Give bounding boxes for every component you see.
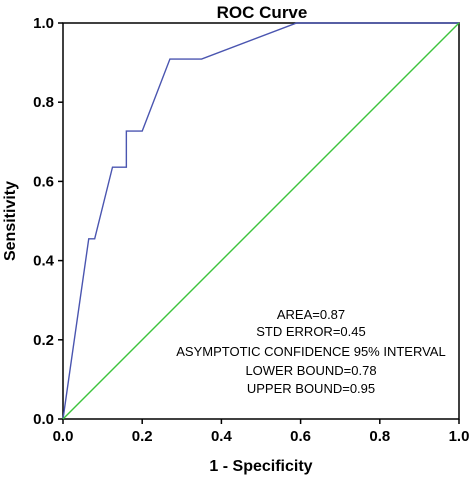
roc-curve-line <box>62 22 459 420</box>
x-tick-label: 0.8 <box>369 428 390 445</box>
x-tick-label: 0.2 <box>132 428 153 445</box>
y-tick-label: 0.2 <box>33 332 54 349</box>
x-axis-label: 1 - Specificity <box>209 458 312 475</box>
annotation-upper-bound: UPPER BOUND=0.95 <box>247 381 375 396</box>
tick-group: 0.0 0.2 0.4 0.6 0.8 1.0 0.0 0.2 0.4 0.6 0.8 1.0 <box>33 15 469 445</box>
annotation-lower-bound: LOWER BOUND=0.78 <box>245 363 376 378</box>
y-tick-label: 0.0 <box>33 411 54 428</box>
y-axis-label: Sensitivity <box>2 181 19 261</box>
y-tick-label: 0.4 <box>33 253 55 270</box>
series-group <box>62 22 460 420</box>
x-tick-label: 0.6 <box>290 428 311 445</box>
y-tick-label: 0.8 <box>33 94 54 111</box>
x-tick-label: 0.4 <box>211 428 233 445</box>
y-tick-label: 0.6 <box>33 173 54 190</box>
x-tick-label: 0.0 <box>53 428 74 445</box>
annotation-confidence-interval: ASYMPTOTIC CONFIDENCE 95% INTERVAL <box>176 344 445 359</box>
stats-annotation: AREA=0.87 STD ERROR=0.45 ASYMPTOTIC CONF… <box>176 307 445 396</box>
plot-area-frame <box>62 22 460 420</box>
annotation-area: AREA=0.87 <box>277 307 345 322</box>
annotation-std-error: STD ERROR=0.45 <box>256 324 365 339</box>
x-tick-label: 1.0 <box>449 428 470 445</box>
chart-title: ROC Curve <box>217 3 308 22</box>
reference-diagonal-line <box>62 22 460 420</box>
y-tick-label: 1.0 <box>33 15 54 32</box>
